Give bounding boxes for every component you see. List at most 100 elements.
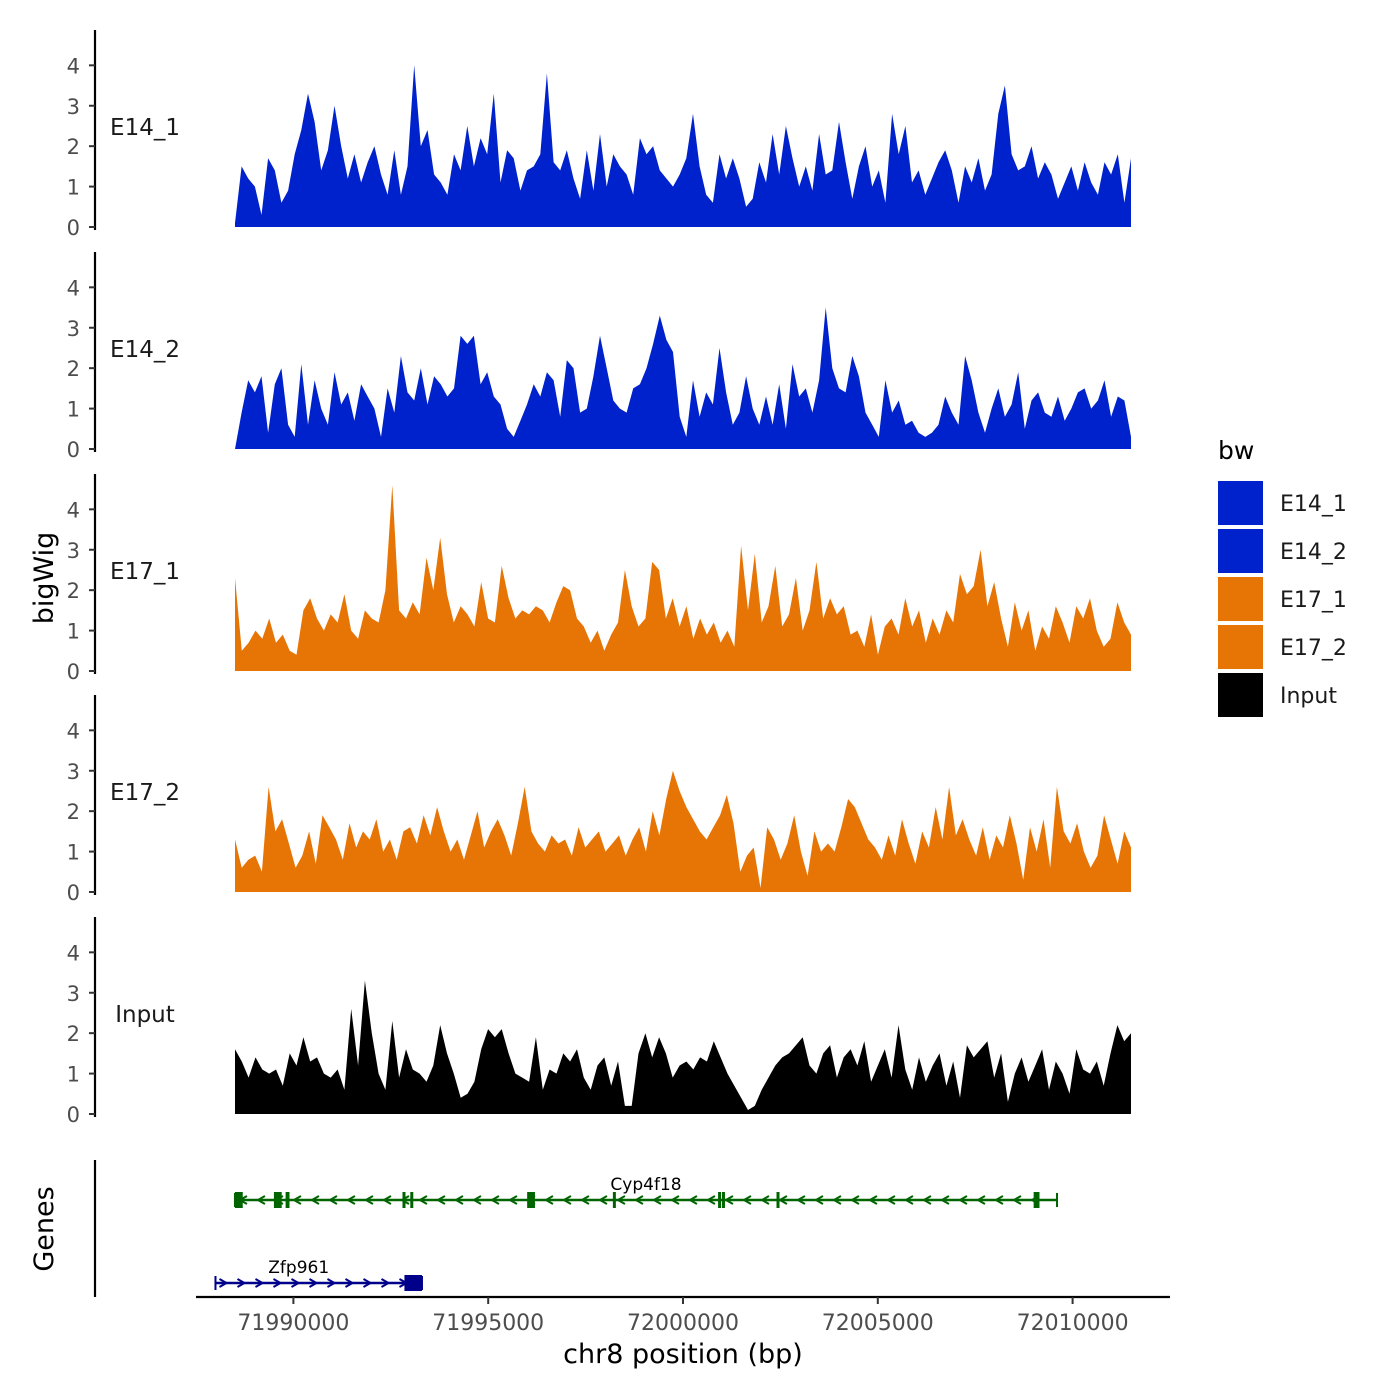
- strand-arrow: [507, 1195, 518, 1205]
- strand-arrow: [381, 1195, 392, 1205]
- strand-arrow: [399, 1195, 410, 1205]
- strand-arrow: [615, 1195, 626, 1205]
- legend-swatch: [1218, 625, 1263, 669]
- legend-label: Input: [1280, 684, 1337, 709]
- y-tick-label: 4: [67, 54, 80, 78]
- strand-arrow: [867, 1195, 878, 1205]
- y-tick-label: 3: [67, 317, 80, 341]
- x-axis-ticks: 71990000 71995000 72000000 72005000 72010000: [237, 1297, 1129, 1336]
- legend-label: E17_1: [1280, 588, 1347, 613]
- y-tick-label: 2: [67, 579, 80, 603]
- strand-arrow: [344, 1278, 355, 1288]
- exon: [721, 1192, 725, 1208]
- legend-label: E14_2: [1280, 540, 1347, 565]
- legend-entry-e17_1: E17_1: [1218, 577, 1347, 621]
- strand-arrow: [669, 1195, 680, 1205]
- strand-arrow: [651, 1195, 662, 1205]
- x-axis-label: chr8 position (bp): [563, 1339, 803, 1370]
- strand-arrow: [471, 1195, 482, 1205]
- y-tick-label: 2: [67, 135, 80, 159]
- strand-arrow: [597, 1195, 608, 1205]
- signal-area-e14_1: [235, 65, 1131, 227]
- exon: [285, 1192, 290, 1208]
- strand-arrow: [921, 1195, 932, 1205]
- strand-arrow: [236, 1278, 247, 1288]
- strand-arrow: [453, 1195, 464, 1205]
- y-tick-label: 3: [67, 982, 80, 1006]
- strand-arrow: [218, 1278, 229, 1288]
- x-tick-label: 72010000: [1017, 1311, 1129, 1336]
- y-tick-label: 3: [67, 760, 80, 784]
- strand-arrow: [939, 1195, 950, 1205]
- y-tick-label: 2: [67, 1022, 80, 1046]
- genes-axis-label: Genes: [29, 1186, 60, 1271]
- strand-arrow: [489, 1195, 500, 1205]
- legend-entry-e14_1: E14_1: [1218, 481, 1347, 525]
- exon: [402, 1192, 406, 1208]
- y-tick-label: 1: [67, 176, 80, 200]
- y-tick-label: 1: [67, 1063, 80, 1087]
- strand-arrow: [272, 1278, 283, 1288]
- y-tick-label: 0: [67, 1103, 80, 1127]
- strand-arrow: [975, 1195, 986, 1205]
- strand-arrow: [435, 1195, 446, 1205]
- y-tick-label: 0: [67, 881, 80, 905]
- y-tick-label: 2: [67, 800, 80, 824]
- y-tick-label: 4: [67, 941, 80, 965]
- gene-cyp4f18: Cyp4f18: [233, 1175, 1059, 1208]
- strand-arrow: [255, 1195, 266, 1205]
- y-tick-label: 4: [67, 276, 80, 300]
- legend-label: E14_1: [1280, 492, 1347, 517]
- track-label: Input: [115, 1002, 175, 1028]
- signal-area-e17_2: [235, 770, 1131, 892]
- strand-arrow: [957, 1195, 968, 1205]
- y-tick-label: 4: [67, 719, 80, 743]
- legend-label: E17_2: [1280, 636, 1347, 661]
- track-label: E17_1: [110, 559, 180, 585]
- strand-arrow: [362, 1278, 373, 1288]
- strand-arrow: [561, 1195, 572, 1205]
- x-tick-label: 71990000: [237, 1311, 349, 1336]
- exon: [404, 1275, 422, 1291]
- y-tick-label: 1: [67, 620, 80, 644]
- strand-arrow: [254, 1278, 265, 1288]
- strand-arrow: [849, 1195, 860, 1205]
- strand-arrow: [723, 1195, 734, 1205]
- y-tick-label: 1: [67, 841, 80, 865]
- strand-arrow: [633, 1195, 644, 1205]
- strand-arrow: [309, 1195, 320, 1205]
- strand-arrow: [417, 1195, 428, 1205]
- legend-title: bw: [1218, 436, 1254, 465]
- strand-arrow: [903, 1195, 914, 1205]
- strand-arrow: [290, 1278, 301, 1288]
- strand-arrow: [687, 1195, 698, 1205]
- strand-arrow: [795, 1195, 806, 1205]
- exon: [718, 1192, 722, 1208]
- legend-swatch: [1218, 673, 1263, 717]
- exon: [527, 1192, 535, 1208]
- legend-swatch: [1218, 529, 1263, 573]
- strand-arrow: [327, 1195, 338, 1205]
- strand-arrow: [759, 1195, 770, 1205]
- track-label: E14_2: [110, 337, 180, 363]
- track-input: 0 1 2 3 4 Input: [67, 917, 1131, 1127]
- gene-name: Zfp961: [268, 1258, 329, 1278]
- strand-arrow: [813, 1195, 824, 1205]
- y-axis-label: bigWig: [29, 532, 60, 625]
- strand-arrow: [326, 1278, 337, 1288]
- legend-swatch: [1218, 481, 1263, 525]
- track-panels: 0 1 2 3 4 E14_1 0 1 2 3 4 E14_2 0 1 2 3 4 E17_1 0 1 2 3 4 E17_2…: [67, 30, 1131, 1127]
- exon: [1033, 1192, 1040, 1208]
- x-tick-label: 72005000: [822, 1311, 934, 1336]
- track-e17_1: 0 1 2 3 4 E17_1: [67, 474, 1131, 684]
- strand-arrow: [380, 1278, 391, 1288]
- y-tick-label: 0: [67, 216, 80, 240]
- y-tick-label: 0: [67, 660, 80, 684]
- strand-arrow: [291, 1195, 302, 1205]
- strand-arrow: [777, 1195, 788, 1205]
- x-tick-label: 72000000: [627, 1311, 739, 1336]
- exon: [776, 1192, 780, 1208]
- strand-arrow: [741, 1195, 752, 1205]
- signal-area-e17_1: [235, 485, 1131, 671]
